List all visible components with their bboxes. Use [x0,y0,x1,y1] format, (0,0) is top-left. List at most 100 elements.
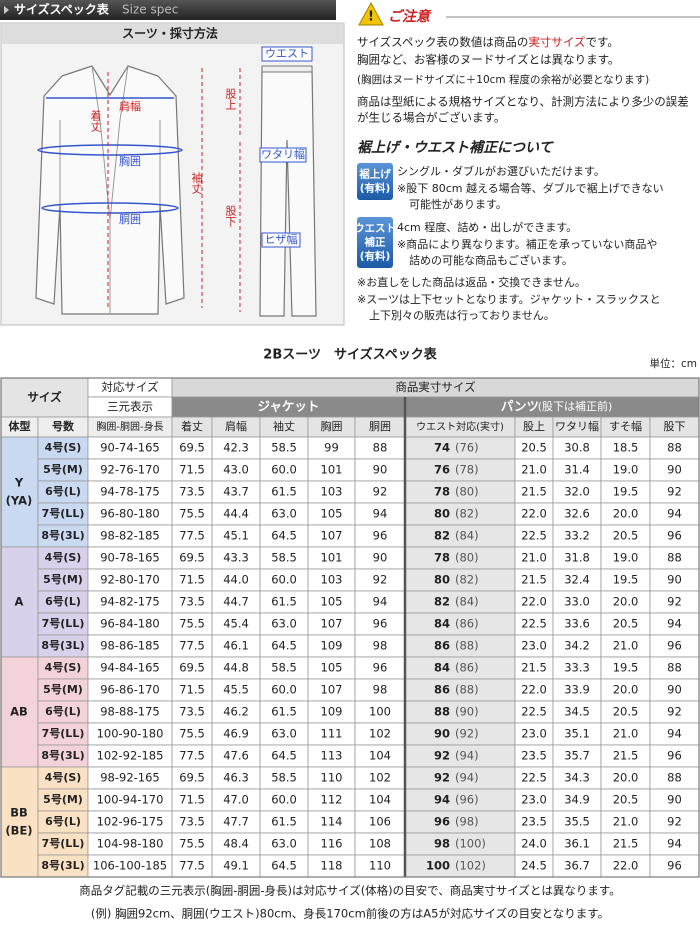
notes-line: が生じる場合がございます。 [357,111,505,125]
jacket-value: 44.8 [223,661,249,675]
jacket-value: 113 [321,749,343,763]
waist-value: 88 [434,705,450,719]
jacket-value: 61.5 [271,705,297,719]
pants-value: 96 [667,749,682,763]
jacket-value: 101 [321,463,343,477]
badge [357,217,393,268]
head-pants-note: (股下は補正前) [538,399,613,413]
pants-value: 31.8 [564,551,590,565]
label-rise: 股上 [224,88,237,110]
pants-value: 92 [667,595,682,609]
size-sangen: 104-98-180 [97,837,164,851]
column-header: 着丈 [181,419,203,433]
column-header: ウエスト対応(実寸) [416,420,504,433]
column-header: 袖丈 [273,419,295,433]
pants-value: 19.5 [613,573,639,587]
size-sangen: 94-82-175 [100,595,160,609]
pants-value: 21.0 [521,551,547,565]
waist-actual: (80) [455,551,479,565]
pants-value: 33.0 [564,595,590,609]
table-unit: 単位：cm [649,357,697,370]
jacket-value: 42.3 [223,441,249,455]
pants-value: 94 [667,617,682,631]
jacket-value: 44.7 [223,595,249,609]
jacket-value: 60.0 [271,683,297,697]
jacket-value: 98 [373,683,388,697]
head-pants: パンツ [501,399,539,414]
jacket-value: 60.0 [271,793,297,807]
jacket-value: 77.5 [179,529,205,543]
waist-value: 86 [434,639,450,653]
jacket-value: 46.9 [223,727,249,741]
jacket-value: 106 [369,815,391,829]
column-header: すそ幅 [609,420,642,433]
size-number: 5号(M) [43,683,83,696]
pants-value: 19.5 [613,661,639,675]
jacket-value: 49.1 [223,859,249,873]
jacket-value: 60.0 [271,463,297,477]
size-number: 8号(3L) [41,749,84,762]
size-sangen: 92-76-170 [100,463,160,477]
waist-actual: (84) [455,595,479,609]
pants-value: 20.5 [613,529,639,543]
jacket-value: 73.5 [179,815,205,829]
pants-value: 33.2 [564,529,590,543]
notes-line: サイズスペック表の数値は商品の実寸サイズです。 [357,35,619,49]
pants-value: 34.5 [564,705,590,719]
jacket-value: 105 [321,661,343,675]
size-number: 6号(L) [45,815,81,828]
size-sangen: 98-82-185 [100,529,160,543]
header-arrow [4,6,9,14]
badge-text: (有料) [360,182,391,195]
jacket-value: 111 [321,727,343,741]
jacket-value: 44.4 [223,507,249,521]
pants-value: 23.5 [521,749,547,763]
size-number: 6号(L) [45,485,81,498]
pants-value: 34.3 [564,771,590,785]
pants-value: 20.5 [613,705,639,719]
pants-value: 24.5 [521,859,547,873]
jacket-value: 46.2 [223,705,249,719]
pants-value: 21.5 [613,837,639,851]
jacket-value: 58.5 [271,661,297,675]
jacket-value: 99 [324,441,339,455]
jacket-value: 47.6 [223,749,249,763]
jacket-value: 58.5 [271,441,297,455]
jacket-value: 101 [321,551,343,565]
column-header: 股上 [523,420,545,433]
size-sangen: 94-84-165 [100,661,160,675]
pants-value: 21.0 [613,727,639,741]
size-sangen: 102-96-175 [97,815,164,829]
jacket-value: 63.0 [271,837,297,851]
head-jacket: ジャケット [258,399,320,414]
size-sangen: 96-84-180 [100,617,160,631]
jacket-value: 75.5 [179,507,205,521]
jacket-value: 60.0 [271,573,297,587]
pants-value: 90 [667,683,682,697]
waist-actual: (80) [455,485,479,499]
waist-actual: (96) [455,793,479,807]
jacket-value: 43.7 [223,485,249,499]
pants-value: 36.7 [564,859,590,873]
size-number: 5号(M) [43,463,83,476]
pants-value: 24.0 [521,837,547,851]
size-number: 4号(S) [45,441,82,454]
jacket-value: 92 [373,485,388,499]
pants-outline [259,67,317,317]
waist-actual: (90) [455,705,479,719]
label-length: 着丈 [89,109,102,133]
jacket-value: 75.5 [179,727,205,741]
badge-text: 裾上げ [359,168,391,181]
jacket-value: 116 [321,837,343,851]
waist-value: 82 [434,595,450,609]
waist-value: 84 [434,661,450,675]
badge [357,163,393,200]
waist-value: 94 [434,793,450,807]
jacket-value: 77.5 [179,749,205,763]
jacket-value: 64.5 [271,749,297,763]
waist-value: 90 [434,727,450,741]
pants-band [261,65,313,73]
closing-line: 上下別々の販売は行っておりません。 [369,309,555,322]
jacket-value: 73.5 [179,595,205,609]
